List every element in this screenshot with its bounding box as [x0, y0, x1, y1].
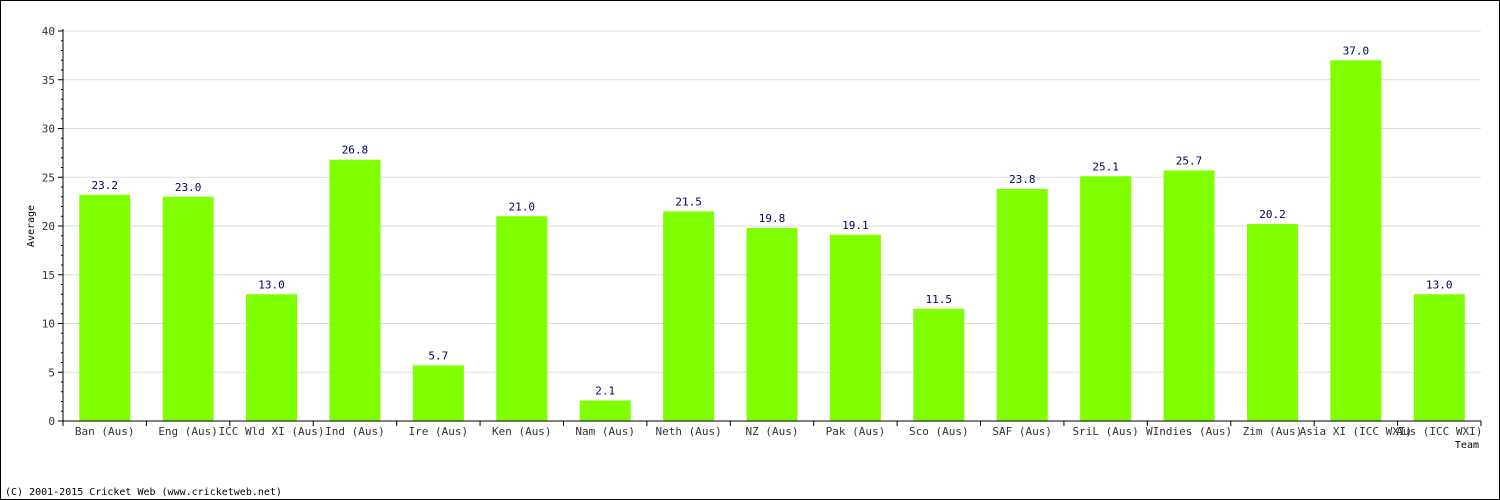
x-tick-label: Neth (Aus) [655, 425, 721, 438]
bar [1330, 60, 1382, 421]
x-tick-label: WIndies (Aus) [1146, 425, 1232, 438]
bar-value-label: 23.8 [1009, 173, 1036, 186]
bar-value-label: 23.2 [91, 179, 118, 192]
x-tick-label: Nam (Aus) [575, 425, 635, 438]
axes [58, 29, 1482, 426]
labels: 0 5 10 15 20 25 30 35 40 23.2 Ban (Aus) 23.0 Eng (Au… [42, 25, 1483, 438]
bar-value-label: 23.0 [175, 181, 202, 194]
y-tick-label: 15 [42, 269, 55, 282]
x-tick-label: NZ (Aus) [746, 425, 799, 438]
y-tick-label: 30 [42, 123, 55, 136]
x-tick-label: ICC Wld XI (Aus) [219, 425, 325, 438]
x-tick-label: Ind (Aus) [325, 425, 385, 438]
x-tick-label: SriL (Aus) [1073, 425, 1139, 438]
x-tick-label: Ire (Aus) [409, 425, 469, 438]
y-tick-label: 10 [42, 318, 55, 331]
bar-value-label: 37.0 [1343, 44, 1370, 57]
bar-value-label: 13.0 [258, 278, 285, 291]
bars [79, 60, 1465, 421]
bar-value-label: 25.1 [1092, 160, 1119, 173]
bar-value-label: 11.5 [926, 293, 953, 306]
bar [1163, 170, 1215, 421]
bar [913, 308, 965, 421]
bar [496, 216, 548, 421]
x-tick-label: Zim (Aus) [1243, 425, 1303, 438]
x-tick-label: Ban (Aus) [75, 425, 135, 438]
bar [996, 188, 1048, 421]
bar-value-label: 26.8 [342, 144, 369, 157]
x-axis-title: Team [1455, 440, 1479, 451]
x-tick-label: Eng (Aus) [158, 425, 218, 438]
bar-value-label: 2.1 [595, 385, 615, 398]
bar [1080, 176, 1132, 421]
x-tick-label: Sco (Aus) [909, 425, 969, 438]
bar-value-label: 5.7 [428, 349, 448, 362]
bar [246, 294, 298, 421]
bar [1413, 294, 1465, 421]
bar [412, 365, 464, 421]
x-tick-label: Aus (ICC WXI) [1396, 425, 1482, 438]
bar [829, 234, 881, 421]
bar [579, 400, 631, 421]
bar-value-label: 21.0 [509, 200, 536, 213]
bar-value-label: 25.7 [1176, 154, 1203, 167]
y-tick-label: 0 [48, 415, 55, 428]
copyright-text: (C) 2001-2015 Cricket Web (www.cricketwe… [5, 487, 282, 498]
bar-value-label: 19.8 [759, 212, 786, 225]
bar-value-label: 13.0 [1426, 278, 1453, 291]
y-tick-label: 5 [48, 366, 55, 379]
bar [329, 159, 381, 421]
y-tick-label: 40 [42, 25, 55, 38]
bar [746, 227, 798, 421]
bar [79, 194, 131, 421]
y-tick-label: 25 [42, 171, 55, 184]
y-tick-label: 35 [42, 74, 55, 87]
y-tick-label: 20 [42, 220, 55, 233]
bar-value-label: 19.1 [842, 219, 869, 232]
bar [162, 196, 214, 421]
x-tick-label: Asia XI (ICC WXI) [1300, 425, 1413, 438]
x-tick-label: SAF (Aus) [992, 425, 1052, 438]
bar [663, 211, 715, 421]
y-axis-title: Average [26, 205, 37, 247]
x-tick-label: Ken (Aus) [492, 425, 552, 438]
x-tick-label: Pak (Aus) [826, 425, 886, 438]
bar-value-label: 20.2 [1259, 208, 1286, 221]
bar [1246, 224, 1298, 421]
bar-value-label: 21.5 [675, 195, 702, 208]
